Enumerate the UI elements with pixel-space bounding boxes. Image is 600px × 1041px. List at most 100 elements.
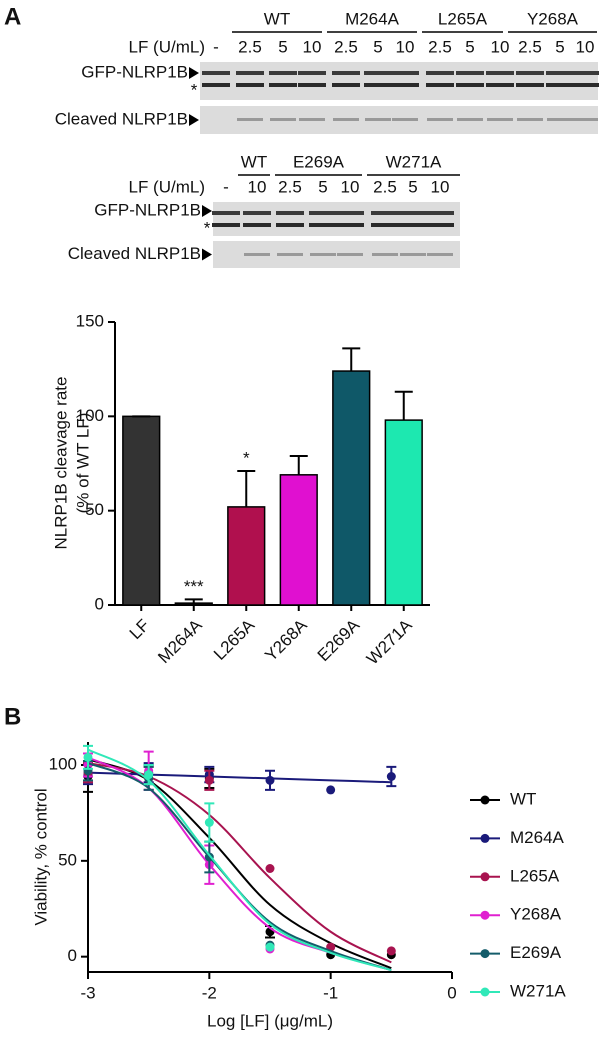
y-tick-label: 50 xyxy=(58,850,77,869)
x-tick-label: -3 xyxy=(80,983,95,1002)
legend-label: E269A xyxy=(510,943,562,962)
x-tick-label: E269A xyxy=(314,615,364,665)
legend-label: W271A xyxy=(510,981,566,1000)
band xyxy=(392,118,418,121)
dose-label: 2.5 xyxy=(334,37,358,56)
band xyxy=(400,253,426,256)
dose-label: 2.5 xyxy=(278,177,302,196)
data-point xyxy=(326,785,336,795)
dose-label: 2.5 xyxy=(518,37,542,56)
band xyxy=(243,211,271,215)
bar xyxy=(174,602,213,606)
x-tick-label: -1 xyxy=(323,983,338,1002)
band xyxy=(371,211,399,215)
band xyxy=(372,253,398,256)
legend-marker xyxy=(480,987,490,997)
data-point xyxy=(204,775,214,785)
arrowhead xyxy=(189,67,199,79)
x-tick-label: Y268A xyxy=(261,615,311,665)
x-tick-label: M264A xyxy=(154,615,206,667)
band xyxy=(202,71,230,75)
band xyxy=(299,118,325,121)
legend-marker xyxy=(480,833,490,843)
dose-label: 5 xyxy=(408,177,417,196)
band xyxy=(391,83,419,87)
y-axis-label: (% of WT LF) xyxy=(73,413,92,514)
bar xyxy=(122,415,161,606)
band xyxy=(244,253,270,256)
band xyxy=(546,71,574,75)
significance-label: *** xyxy=(184,577,204,596)
band xyxy=(516,83,544,87)
legend-label: L265A xyxy=(510,866,560,885)
error-bar xyxy=(394,390,413,421)
x-axis-label: Log [LF] (μg/mL) xyxy=(207,1011,333,1030)
row-label: Cleaved NLRP1B xyxy=(68,244,201,263)
group-label: M264A xyxy=(345,9,400,28)
group-label: E269A xyxy=(293,152,345,171)
y-axis-label: Viability, % control xyxy=(31,788,50,925)
band xyxy=(487,118,513,121)
error-bar xyxy=(342,347,361,372)
band xyxy=(364,71,392,75)
y-tick-label: 50 xyxy=(85,500,104,519)
band xyxy=(456,83,484,87)
dose-label: 10 xyxy=(396,37,415,56)
legend-label: Y268A xyxy=(510,905,562,924)
legend-marker xyxy=(480,910,490,920)
band xyxy=(298,71,326,75)
dose-label: 10 xyxy=(341,177,360,196)
data-point xyxy=(386,946,396,956)
dose-label: 2.5 xyxy=(238,37,262,56)
nonspecific-marker: * xyxy=(191,80,198,99)
band xyxy=(332,71,360,75)
band xyxy=(426,71,454,75)
group-label: Y268A xyxy=(527,9,579,28)
blot-image xyxy=(200,62,598,100)
dose-label: 5 xyxy=(318,177,327,196)
data-point xyxy=(386,772,396,781)
band xyxy=(399,211,427,215)
row-label: Cleaved NLRP1B xyxy=(55,109,188,128)
fit-curve xyxy=(87,748,392,972)
dose-label: 2.5 xyxy=(373,177,397,196)
panel-label: B xyxy=(4,703,21,730)
dose-label: 10 xyxy=(248,177,267,196)
data-point xyxy=(144,770,154,780)
band xyxy=(298,83,326,87)
y-tick-label: 0 xyxy=(68,946,77,965)
row-label: GFP-NLRP1B xyxy=(81,62,188,81)
band xyxy=(426,223,454,227)
band xyxy=(571,83,599,87)
legend-marker xyxy=(480,872,490,882)
band xyxy=(337,253,363,256)
bar xyxy=(384,419,423,606)
row-label: GFP-NLRP1B xyxy=(94,200,201,219)
band xyxy=(571,71,599,75)
band xyxy=(237,118,263,121)
data-point xyxy=(83,752,93,762)
arrowhead xyxy=(189,114,199,126)
band xyxy=(371,223,399,227)
band xyxy=(212,211,240,215)
band xyxy=(243,223,271,227)
group-label: WT xyxy=(264,9,290,28)
x-tick-label: -2 xyxy=(202,983,217,1002)
band xyxy=(364,83,392,87)
band xyxy=(336,211,364,215)
band xyxy=(391,71,419,75)
dose-label: 10 xyxy=(576,37,595,56)
x-tick-label: 0 xyxy=(447,983,456,1002)
band xyxy=(546,83,574,87)
lf-label: LF (U/mL) xyxy=(129,37,206,56)
band xyxy=(486,83,514,87)
band xyxy=(277,253,303,256)
band xyxy=(456,71,484,75)
data-point xyxy=(204,818,214,827)
data-point xyxy=(265,864,275,873)
legend-label: WT xyxy=(510,789,536,808)
band xyxy=(336,223,364,227)
band xyxy=(212,223,240,227)
